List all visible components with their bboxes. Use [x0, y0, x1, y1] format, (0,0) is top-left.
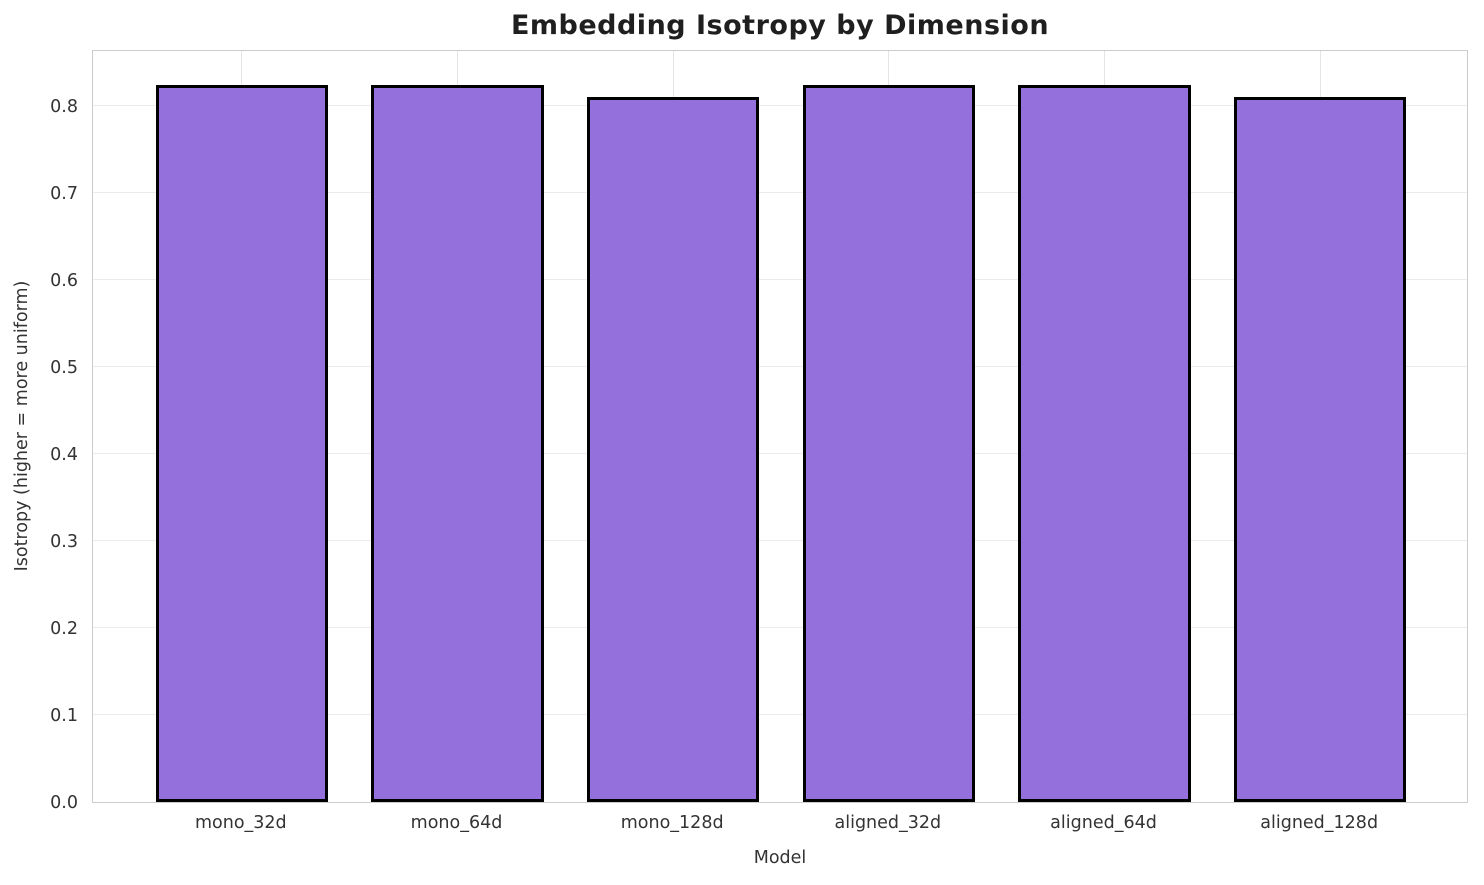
horizontal-gridline: [93, 366, 1467, 368]
x-tick-label-mono_32d: mono_32d: [194, 813, 287, 833]
bar-aligned_128d: [1233, 96, 1407, 802]
chart-title: Embedding Isotropy by Dimension: [510, 10, 1050, 41]
bar-mono_128d: [586, 96, 760, 802]
horizontal-gridline: [93, 192, 1467, 194]
y-axis-label: Isotropy (higher = more uniform): [12, 280, 32, 572]
horizontal-gridline: [93, 714, 1467, 716]
x-tick-label-mono_64d: mono_64d: [410, 813, 503, 833]
bar-aligned_32d: [802, 84, 976, 802]
bar-aligned_64d: [1018, 84, 1191, 802]
plot-area: [92, 50, 1468, 803]
y-tick-label: 0.0: [50, 793, 78, 813]
bar-mono_32d: [155, 84, 329, 802]
y-tick-label: 0.5: [50, 357, 78, 378]
y-tick-label: 0.8: [50, 96, 78, 117]
y-tick-label: 0.1: [50, 705, 78, 726]
y-tick-label: 0.7: [50, 183, 78, 204]
x-tick-label-aligned_64d: aligned_64d: [1050, 813, 1157, 833]
y-tick-label: 0.6: [50, 270, 78, 291]
x-tick-label-aligned_32d: aligned_32d: [834, 813, 942, 833]
horizontal-gridline: [93, 279, 1467, 281]
x-tick-label-mono_128d: mono_128d: [620, 813, 724, 833]
y-tick-label: 0.4: [50, 444, 78, 465]
y-tick-label: 0.3: [50, 531, 78, 552]
x-axis-label: Model: [753, 848, 807, 868]
y-tick-label: 0.2: [50, 618, 78, 639]
horizontal-gridline: [93, 540, 1467, 542]
bar-mono_64d: [371, 84, 544, 802]
x-tick-label-aligned_128d: aligned_128d: [1260, 813, 1379, 833]
horizontal-gridline: [93, 627, 1467, 629]
horizontal-gridline: [93, 453, 1467, 455]
horizontal-gridline: [93, 105, 1467, 107]
